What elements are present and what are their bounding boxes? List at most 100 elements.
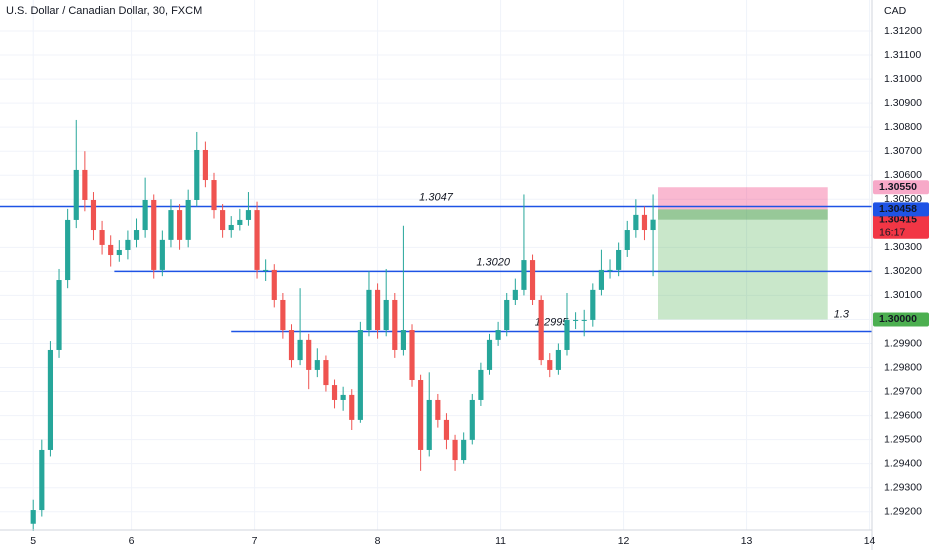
candle-body	[159, 239, 165, 270]
candle-body	[581, 319, 587, 321]
open-pnl-zone	[657, 209, 828, 220]
candle-body	[108, 244, 114, 256]
candle-body	[220, 210, 226, 231]
horizontal-line-label: 1.3020	[476, 256, 511, 268]
candle-body	[538, 299, 544, 361]
y-tick-label: 1.30200	[884, 265, 922, 277]
x-tick-label: 13	[741, 535, 753, 547]
candle-body	[73, 169, 79, 220]
candle-body	[469, 399, 475, 440]
candle-body	[211, 180, 217, 211]
candle-body	[125, 239, 131, 250]
candle-body	[297, 339, 303, 361]
y-tick-label: 1.31000	[884, 73, 922, 85]
candle-body	[392, 299, 398, 350]
candle-body	[616, 249, 622, 270]
y-tick-label: 1.29300	[884, 481, 922, 493]
candle-body	[495, 330, 501, 340]
y-tick-label: 1.30300	[884, 241, 922, 253]
candle-body	[185, 199, 191, 240]
candle-body	[357, 330, 363, 420]
y-tick-label: 1.30700	[884, 145, 922, 157]
candle-body	[564, 319, 570, 350]
candle-body	[340, 394, 346, 400]
candle-body	[151, 199, 157, 270]
candle-body	[443, 419, 450, 440]
candle-body	[426, 399, 432, 450]
currency-label: CAD	[884, 5, 907, 17]
candle-body	[504, 299, 510, 331]
y-tick-label: 1.29200	[884, 506, 922, 518]
x-tick-label: 14	[864, 535, 876, 547]
candle-body	[47, 349, 54, 450]
candle-body	[590, 289, 596, 320]
candle-body	[633, 214, 639, 231]
candle-body	[245, 210, 252, 220]
stop-zone	[657, 187, 828, 210]
stop-price-label-bg	[873, 180, 929, 195]
candle-body	[228, 224, 234, 231]
candle-body	[435, 399, 441, 420]
target-text: 1.3	[834, 308, 850, 320]
y-tick-label: 1.30800	[884, 121, 922, 133]
candle-body	[65, 219, 71, 281]
x-tick-label: 8	[375, 535, 381, 547]
candle-body	[116, 249, 122, 256]
candle-body	[56, 280, 62, 350]
candle-body	[641, 214, 648, 231]
candle-body	[461, 439, 467, 461]
candle-body	[323, 360, 329, 386]
candle-body	[237, 219, 243, 225]
candle-body	[486, 339, 493, 370]
y-tick-label: 1.30600	[884, 169, 922, 181]
candle-body	[452, 439, 458, 461]
entry-price-label: 1.30458	[879, 203, 917, 215]
y-tick-label: 1.31200	[884, 25, 922, 37]
candle-body	[202, 149, 208, 181]
y-tick-label: 1.31100	[884, 49, 921, 61]
y-tick-label: 1.30100	[884, 289, 922, 301]
candle-body	[280, 299, 286, 331]
candle-body	[418, 380, 424, 450]
y-tick-label: 1.30500	[884, 193, 922, 205]
candle-body	[374, 289, 381, 331]
candle-body	[142, 199, 148, 231]
target-price-label-bg	[873, 312, 929, 327]
y-tick-label: 1.29900	[884, 337, 922, 349]
candle-body	[529, 260, 536, 300]
last-price-label: 1.30415	[879, 213, 917, 225]
candle-body	[521, 260, 527, 290]
candle-body	[176, 210, 183, 240]
last-price-label-countdown: 16:17	[879, 226, 905, 238]
candle-body	[555, 349, 561, 370]
target-price-label: 1.30000	[879, 313, 917, 325]
stop-price-label: 1.30550	[879, 181, 917, 193]
candle-body	[349, 394, 355, 420]
candle-body	[194, 149, 200, 200]
entry-price-label-bg	[873, 202, 929, 217]
candle-body	[383, 299, 389, 331]
x-tick-label: 6	[129, 535, 135, 547]
candle-body	[30, 510, 36, 524]
candle-body	[478, 369, 484, 400]
candle-body	[512, 289, 518, 300]
x-tick-label: 12	[618, 535, 630, 547]
candle-body	[607, 269, 613, 271]
candle-body	[547, 360, 553, 370]
candle-body	[650, 219, 656, 231]
y-tick-label: 1.29700	[884, 385, 922, 397]
horizontal-line-label: 1.3047	[419, 191, 454, 203]
chart-title: U.S. Dollar / Canadian Dollar, 30, FXCM	[6, 5, 202, 17]
candle-body	[314, 360, 320, 370]
candle-body	[99, 230, 105, 245]
x-tick-label: 5	[30, 535, 36, 547]
last-price-label-bg	[873, 212, 929, 239]
candle-body	[133, 230, 140, 240]
candle-body	[598, 269, 605, 290]
candle-body	[254, 210, 260, 270]
candle-body	[409, 330, 415, 381]
y-tick-label: 1.29400	[884, 457, 922, 469]
